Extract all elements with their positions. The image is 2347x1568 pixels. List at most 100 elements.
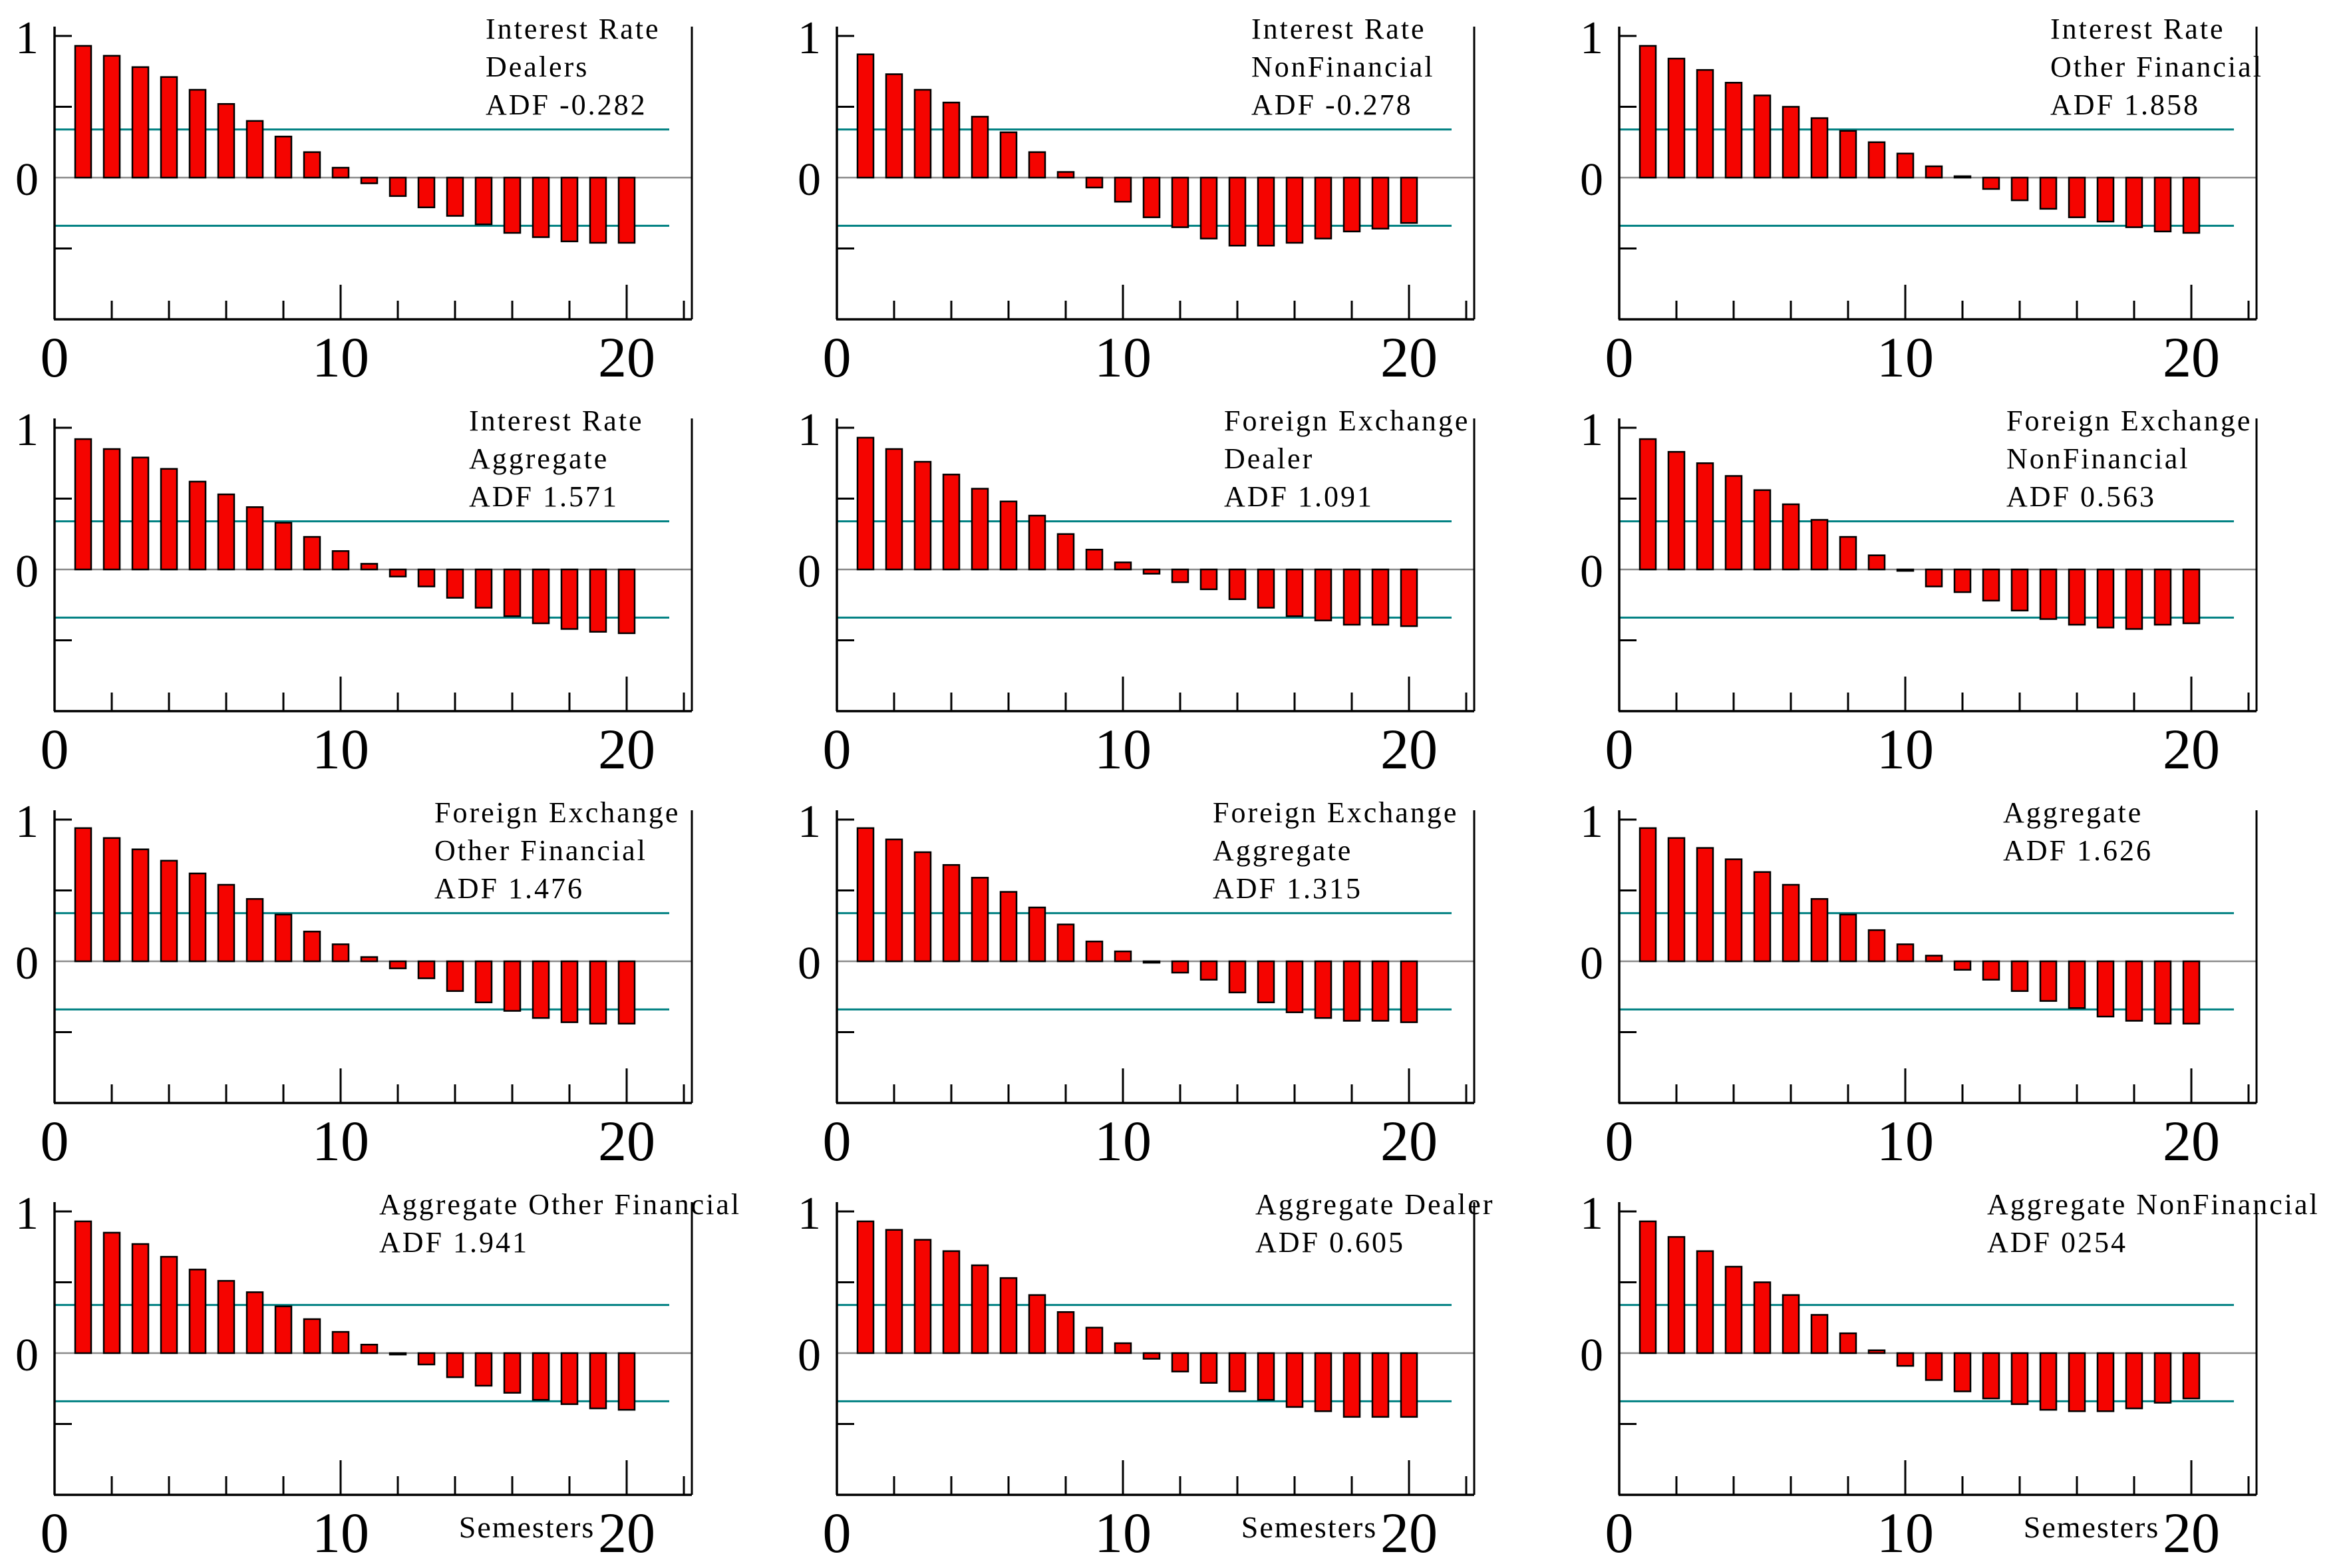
bar-lag-5 xyxy=(971,1264,989,1354)
bar-lag-17 xyxy=(1314,568,1332,621)
bar-lag-10 xyxy=(331,1331,350,1354)
bar-lag-17 xyxy=(1314,1352,1332,1412)
bar-lag-10 xyxy=(1896,943,1915,963)
x-tick-label-0: 0 xyxy=(823,325,852,389)
acf-panel-9: 1 0 0 10 20 Aggregate ADF 1.626 xyxy=(1565,784,2347,1176)
bar-lag-7 xyxy=(1810,117,1829,179)
bar-lag-7 xyxy=(1028,514,1046,571)
bar-lag-19 xyxy=(2153,960,2172,1024)
x-tick-label-0: 0 xyxy=(1605,717,1634,781)
panel-title-line: Aggregate Other Financial xyxy=(379,1188,741,1221)
bar-lag-2 xyxy=(1667,450,1686,571)
adf-stat-label: ADF 1.626 xyxy=(2003,834,2153,867)
bar-lag-11 xyxy=(360,956,379,963)
bar-lag-3 xyxy=(1696,847,1714,963)
x-tick-label-20: 20 xyxy=(1380,325,1438,389)
bar-lag-15 xyxy=(474,960,493,1004)
bar-lag-10 xyxy=(1114,1342,1132,1354)
bar-lag-17 xyxy=(2096,960,2115,1018)
y-tick-label-1: 1 xyxy=(15,796,39,848)
bar-lag-2 xyxy=(1667,1236,1686,1354)
bar-lag-12 xyxy=(1171,960,1189,974)
adf-stat-label: ADF 0254 xyxy=(1987,1226,2127,1259)
bar-lag-19 xyxy=(1371,1352,1390,1418)
bar-lag-16 xyxy=(1285,176,1304,244)
bar-lag-5 xyxy=(1753,871,1772,963)
bar-lag-5 xyxy=(188,480,207,571)
bar-lag-13 xyxy=(417,176,436,208)
bar-lag-8 xyxy=(274,135,293,179)
y-tick-label-0: 0 xyxy=(15,938,39,989)
bar-lag-13 xyxy=(417,1352,436,1366)
panel-title-line: Aggregate Dealer xyxy=(1255,1188,1494,1221)
bar-lag-6 xyxy=(1782,106,1800,179)
bar-lag-8 xyxy=(1056,923,1075,963)
bar-lag-11 xyxy=(1925,165,1943,179)
bar-lag-11 xyxy=(1925,568,1943,587)
bar-lag-17 xyxy=(1314,176,1332,239)
bar-lag-18 xyxy=(1342,176,1361,233)
x-tick-label-20: 20 xyxy=(2163,325,2220,389)
bar-lag-2 xyxy=(885,73,903,179)
bar-lag-14 xyxy=(446,568,464,599)
x-tick-label-10: 10 xyxy=(1877,325,1934,389)
bar-lag-12 xyxy=(1171,1352,1189,1372)
panel-title-line: Interest Rate xyxy=(1251,13,1426,45)
bar-lag-4 xyxy=(1724,1265,1743,1354)
y-tick-label-1: 1 xyxy=(15,1188,39,1239)
bar-lag-15 xyxy=(1257,176,1275,247)
bar-lag-1 xyxy=(1639,45,1657,179)
bar-lag-9 xyxy=(1085,548,1104,571)
bar-lag-6 xyxy=(217,102,235,179)
bar-lag-16 xyxy=(2068,960,2086,1009)
y-tick-label-0: 0 xyxy=(15,546,39,597)
adf-stat-label: ADF 1.091 xyxy=(1224,480,1374,513)
bar-lag-14 xyxy=(2010,960,2029,992)
bar-lag-20 xyxy=(2182,176,2201,234)
bar-lag-19 xyxy=(1371,960,1390,1022)
bar-lag-16 xyxy=(503,176,522,234)
y-tick-label-1: 1 xyxy=(798,796,821,848)
bar-lag-9 xyxy=(303,931,321,963)
bar-lag-2 xyxy=(885,1229,903,1354)
bar-lag-2 xyxy=(885,838,903,963)
bar-lag-4 xyxy=(942,1250,961,1354)
y-tick-label-1: 1 xyxy=(1580,13,1603,64)
bar-lag-5 xyxy=(1753,489,1772,571)
bar-lag-19 xyxy=(2153,568,2172,626)
bar-lag-1 xyxy=(74,1220,92,1354)
x-axis-label-semesters: Semesters xyxy=(459,1510,595,1544)
bar-lag-6 xyxy=(1782,883,1800,963)
bar-lag-15 xyxy=(1257,960,1275,1004)
bar-lag-12 xyxy=(389,1352,407,1356)
bar-lag-20 xyxy=(1400,960,1418,1023)
bar-lag-1 xyxy=(1639,827,1657,963)
acf-panel-5: 1 0 0 10 20 Foreign Exchange Dealer ADF 1.091 xyxy=(782,392,1565,784)
bar-lag-13 xyxy=(417,960,436,979)
bar-lag-12 xyxy=(1953,175,1972,179)
bar-lag-11 xyxy=(360,1343,379,1354)
y-tick-label-0: 0 xyxy=(15,1330,39,1381)
bar-lag-14 xyxy=(2010,176,2029,202)
bar-lag-12 xyxy=(1953,960,1972,971)
bar-lag-15 xyxy=(2039,1352,2058,1411)
bar-lag-3 xyxy=(913,460,932,571)
bar-lag-14 xyxy=(446,960,464,992)
bar-lag-3 xyxy=(131,456,150,571)
x-tick-label-10: 10 xyxy=(1094,325,1152,389)
bar-lag-15 xyxy=(1257,1352,1275,1401)
x-tick-label-0: 0 xyxy=(1605,1109,1634,1173)
adf-stat-label: ADF 1.476 xyxy=(434,872,584,905)
bar-lag-13 xyxy=(1199,960,1218,981)
bar-lag-4 xyxy=(1724,82,1743,179)
bar-lag-9 xyxy=(1867,141,1886,179)
bar-lag-2 xyxy=(1667,837,1686,963)
y-tick-label-0: 0 xyxy=(15,154,39,206)
bar-lag-9 xyxy=(1085,940,1104,963)
bar-lag-1 xyxy=(856,53,875,179)
bar-lag-8 xyxy=(1839,913,1857,963)
